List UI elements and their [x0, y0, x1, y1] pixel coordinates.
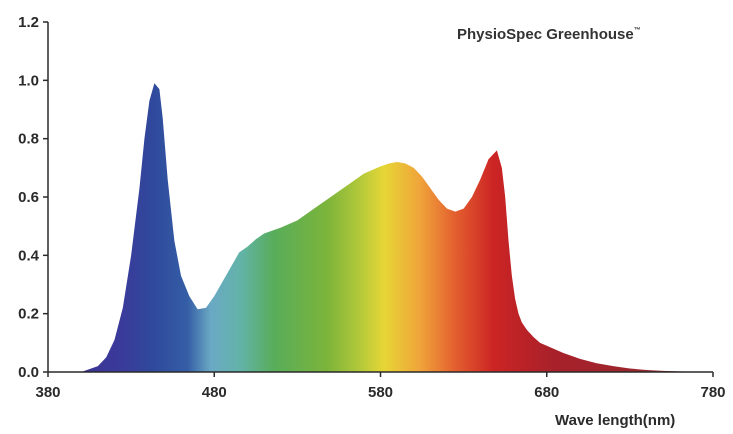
x-tick-label: 680	[534, 384, 559, 401]
plot-area	[48, 83, 713, 372]
spectrum-area	[48, 83, 713, 372]
y-tick-label: 0.2	[18, 306, 39, 323]
x-tick-label: 580	[368, 384, 393, 401]
x-tick-label: 780	[700, 384, 725, 401]
x-tick-label: 480	[202, 384, 227, 401]
y-tick-label: 0.4	[18, 247, 40, 264]
y-tick-label: 0.6	[18, 189, 39, 206]
x-tick-label: 380	[35, 384, 60, 401]
x-axis-title: Wave length(nm)	[555, 412, 675, 429]
y-tick-label: 0.8	[18, 131, 39, 148]
x-axis-ticks: 380 480 580 680 780	[35, 372, 726, 401]
y-axis-ticks: 0.0 0.2 0.4 0.6 0.8 1.0 1.2	[18, 14, 48, 381]
trademark-mark: ™	[634, 27, 641, 34]
y-tick-label: 1.0	[18, 72, 39, 89]
y-tick-label: 1.2	[18, 14, 39, 31]
y-tick-label: 0.0	[18, 364, 39, 381]
chart-title-text: PhysioSpec Greenhouse	[457, 26, 634, 43]
chart-title: PhysioSpec Greenhouse™	[457, 26, 641, 43]
